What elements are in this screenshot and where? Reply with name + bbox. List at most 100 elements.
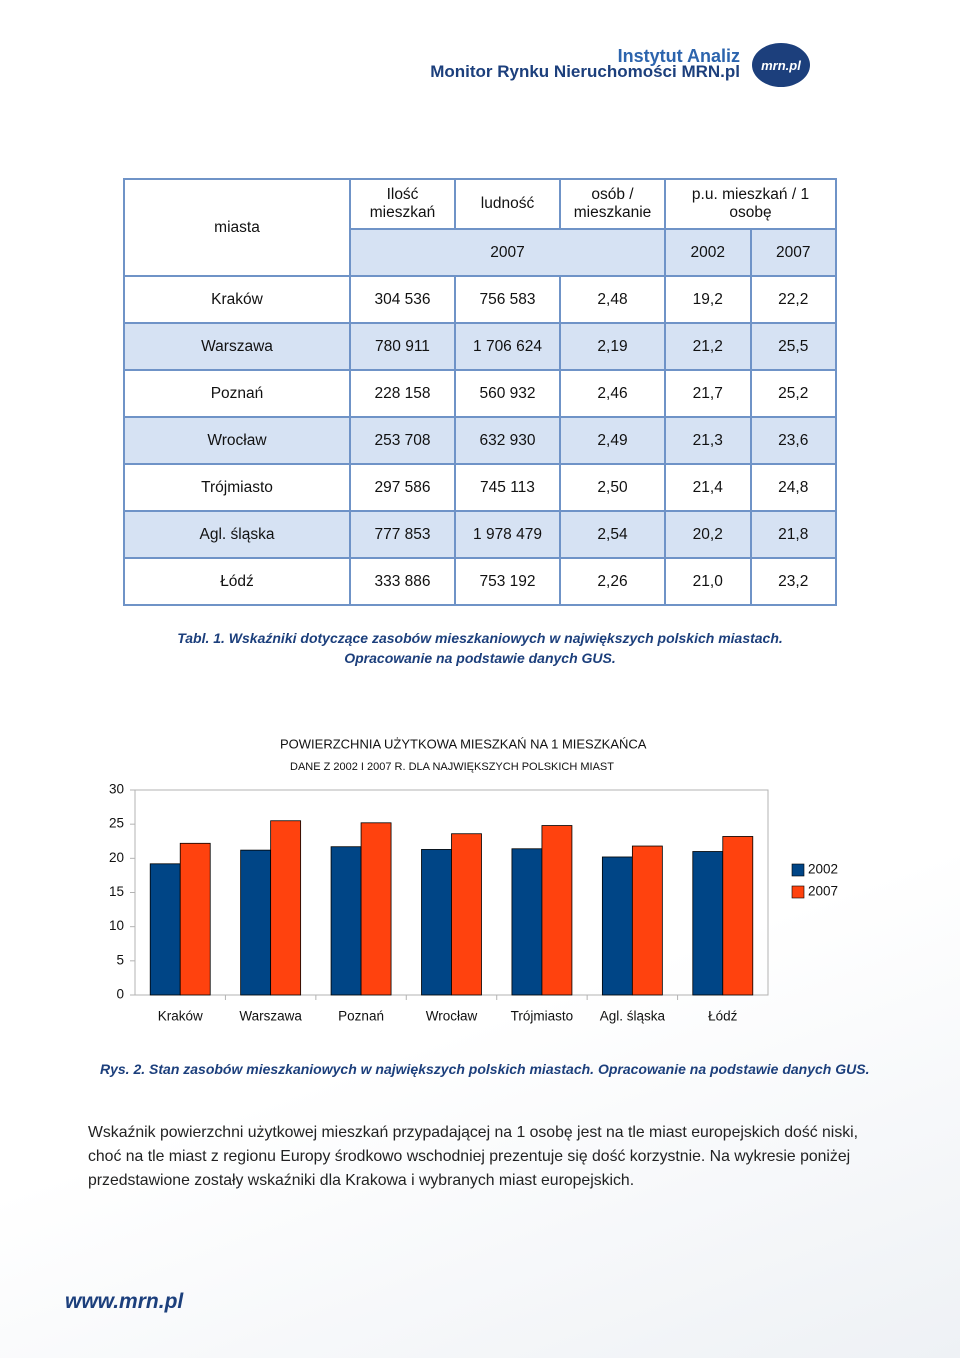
table-row: Trójmiasto 297 586 745 113 2,50 21,4 24,8 xyxy=(123,463,837,512)
chart-subtitle: DANE Z 2002 I 2007 R. DLA NAJWIĘKSZYCH P… xyxy=(290,761,614,773)
table-cell: 21,7 xyxy=(664,369,752,418)
chart-title: POWIERZCHNIA UŻYTKOWA MIESZKAŃ NA 1 MIES… xyxy=(280,736,647,751)
bar xyxy=(360,822,392,996)
x-tick-label: Wrocław xyxy=(426,1009,478,1024)
bar xyxy=(179,842,211,996)
header-cell: ludność xyxy=(454,178,561,230)
table-row: Kraków 304 536 756 583 2,48 19,2 22,2 xyxy=(123,275,837,324)
table-cell: 1 978 479 xyxy=(454,510,561,559)
table-cell: 21,0 xyxy=(664,557,752,606)
table-row: Łódź 333 886 753 192 2,26 21,0 23,2 xyxy=(123,557,837,606)
header-line: Monitor Rynku Nieruchomości MRN.pl xyxy=(430,62,740,81)
legend-label: 2002 xyxy=(808,862,838,877)
header-line: Instytut Analiz xyxy=(617,46,740,66)
header-cell: miasta xyxy=(123,178,351,277)
table-cell: 2,54 xyxy=(559,510,666,559)
header-cell: osób / mieszkanie xyxy=(559,178,666,230)
bar xyxy=(692,851,724,996)
table-caption: Tabl. 1. Wskaźniki dotyczące zasobów mie… xyxy=(0,628,960,668)
table-row: Wrocław 253 708 632 930 2,49 21,3 23,6 xyxy=(123,416,837,465)
bar xyxy=(330,846,362,996)
header-cell: 2007 xyxy=(749,228,837,277)
table-cell: 228 158 xyxy=(349,369,456,418)
table-cell: 19,2 xyxy=(664,275,752,324)
table-cell: 756 583 xyxy=(454,275,561,324)
y-tick-label: 20 xyxy=(109,850,124,865)
table-cell: Warszawa xyxy=(123,322,351,371)
table-cell: 24,8 xyxy=(749,463,837,512)
y-tick-label: 25 xyxy=(109,816,124,831)
table-cell: 297 586 xyxy=(349,463,456,512)
bar xyxy=(631,845,663,996)
table-cell: Kraków xyxy=(123,275,351,324)
y-tick-label: 10 xyxy=(109,918,124,933)
x-tick-label: Trójmiasto xyxy=(511,1009,574,1024)
table-cell: 23,6 xyxy=(749,416,837,465)
table-cell: 25,2 xyxy=(749,369,837,418)
header-cell: 2002 xyxy=(664,228,752,277)
caption-line: Tabl. 1. Wskaźniki dotyczące zasobów mie… xyxy=(177,630,783,646)
table-cell: 753 192 xyxy=(454,557,561,606)
table-cell: 560 932 xyxy=(454,369,561,418)
bar xyxy=(451,833,482,996)
bar xyxy=(240,849,272,996)
table-cell: 2,49 xyxy=(559,416,666,465)
caption-line: Opracowanie na podstawie danych GUS. xyxy=(344,650,616,666)
table-cell: Agl. śląska xyxy=(123,510,351,559)
chart: POWIERZCHNIA UŻYTKOWA MIESZKAŃ NA 1 MIES… xyxy=(109,736,838,1024)
x-tick-label: Kraków xyxy=(158,1009,203,1024)
table-cell: Łódź xyxy=(123,557,351,606)
header-cell: Ilość mieszkań xyxy=(349,178,456,230)
bar xyxy=(511,848,543,996)
table-cell: Wrocław xyxy=(123,416,351,465)
table-cell: 21,8 xyxy=(749,510,837,559)
table-cell: 333 886 xyxy=(349,557,456,606)
table-cell: 2,50 xyxy=(559,463,666,512)
table-cell: 25,5 xyxy=(749,322,837,371)
table-cell: 1 706 624 xyxy=(454,322,561,371)
logo: mrn.pl xyxy=(752,43,810,87)
table-cell: 20,2 xyxy=(664,510,752,559)
table-cell: 2,26 xyxy=(559,557,666,606)
paragraph: Wskaźnik powierzchni użytkowej mieszkań … xyxy=(88,1124,859,1189)
table-cell: 777 853 xyxy=(349,510,456,559)
table-cell: 21,3 xyxy=(664,416,752,465)
table-cell: 21,4 xyxy=(664,463,752,512)
table-cell: 2,19 xyxy=(559,322,666,371)
table-cell: 21,2 xyxy=(664,322,752,371)
bar xyxy=(149,863,181,996)
table-cell: 745 113 xyxy=(454,463,561,512)
table-row: Agl. śląska 777 853 1 978 479 2,54 20,2 21,8 xyxy=(123,510,837,559)
header-row: miasta Ilość mieszkań ludność osób / mieszk… xyxy=(123,178,837,277)
bar xyxy=(541,825,573,996)
table-cell: 780 911 xyxy=(349,322,456,371)
table-row: Warszawa 780 911 1 706 624 2,19 21,2 25,5 xyxy=(123,322,837,371)
table-cell: 23,2 xyxy=(749,557,837,606)
header-cell: 2007 xyxy=(349,228,666,277)
table-cell: 22,2 xyxy=(749,275,837,324)
table-row: Poznań 228 158 560 932 2,46 21,7 25,2 xyxy=(123,369,837,418)
bar xyxy=(421,849,452,996)
x-tick-label: Łódź xyxy=(708,1009,738,1024)
header-cell: p.u. mieszkań / 1 osobę xyxy=(664,178,837,230)
x-tick-label: Warszawa xyxy=(239,1009,302,1024)
bar xyxy=(722,836,754,996)
legend-swatch xyxy=(791,885,805,899)
legend-label: 2007 xyxy=(808,884,838,899)
chart-caption: Rys. 2. Stan zasobów mieszkaniowych w na… xyxy=(100,1061,870,1077)
y-tick-label: 5 xyxy=(116,952,124,967)
y-tick-label: 0 xyxy=(116,987,124,1002)
footer: www.mrn.pl xyxy=(65,1290,184,1313)
data-table: miasta Ilość mieszkań ludność osób / mieszk… xyxy=(123,178,837,606)
y-tick-label: 30 xyxy=(109,782,124,797)
table-cell: 304 536 xyxy=(349,275,456,324)
bar xyxy=(270,820,302,996)
legend-swatch xyxy=(791,863,805,877)
bar xyxy=(601,856,633,996)
y-tick-label: 15 xyxy=(109,884,124,899)
x-tick-label: Agl. śląska xyxy=(600,1009,666,1024)
table-cell: 2,48 xyxy=(559,275,666,324)
table-cell: Poznań xyxy=(123,369,351,418)
table-cell: 2,46 xyxy=(559,369,666,418)
